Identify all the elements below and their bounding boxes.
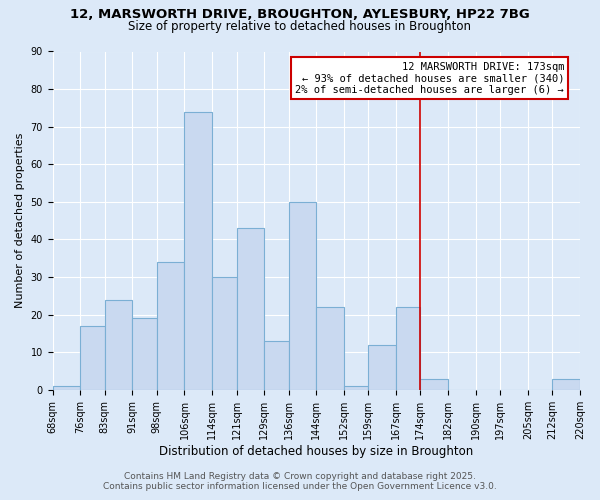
Bar <box>184 112 212 390</box>
Bar <box>264 341 289 390</box>
Bar <box>396 307 421 390</box>
Bar <box>53 386 80 390</box>
Text: 12 MARSWORTH DRIVE: 173sqm
← 93% of detached houses are smaller (340)
2% of semi: 12 MARSWORTH DRIVE: 173sqm ← 93% of deta… <box>295 62 564 95</box>
Bar <box>157 262 184 390</box>
Text: 12, MARSWORTH DRIVE, BROUGHTON, AYLESBURY, HP22 7BG: 12, MARSWORTH DRIVE, BROUGHTON, AYLESBUR… <box>70 8 530 20</box>
Bar <box>289 202 316 390</box>
Bar <box>368 344 396 390</box>
Bar <box>316 307 344 390</box>
Y-axis label: Number of detached properties: Number of detached properties <box>15 133 25 308</box>
Bar <box>104 300 133 390</box>
Bar <box>212 277 236 390</box>
Bar <box>344 386 368 390</box>
Bar <box>80 326 104 390</box>
Text: Contains HM Land Registry data © Crown copyright and database right 2025.
Contai: Contains HM Land Registry data © Crown c… <box>103 472 497 491</box>
Bar <box>552 378 580 390</box>
Bar <box>236 228 264 390</box>
Text: Size of property relative to detached houses in Broughton: Size of property relative to detached ho… <box>128 20 472 33</box>
Bar <box>133 318 157 390</box>
Bar <box>421 378 448 390</box>
X-axis label: Distribution of detached houses by size in Broughton: Distribution of detached houses by size … <box>159 444 473 458</box>
